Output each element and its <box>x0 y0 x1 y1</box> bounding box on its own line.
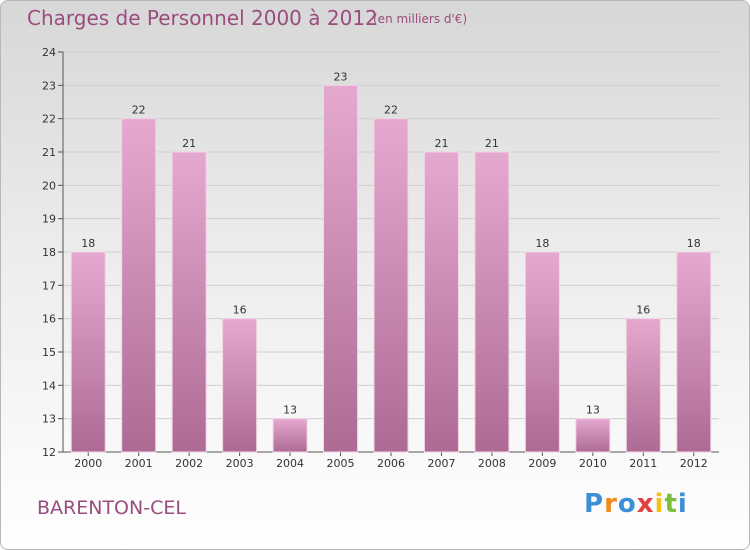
y-tick-label: 22 <box>42 113 56 126</box>
labels: 18 22 21 16 13 23 22 21 21 18 13 16 18 <box>81 70 701 416</box>
axes: 12 13 14 15 16 17 18 19 20 21 22 23 24 2000 2001 2002 20… <box>42 46 719 470</box>
data-label: 23 <box>334 70 348 83</box>
chart-subtitle: (en milliers d'€) <box>373 12 468 26</box>
bars <box>70 84 712 453</box>
bar <box>373 118 409 453</box>
x-tick-label: 2001 <box>125 457 153 470</box>
x-tick-label: 2011 <box>629 457 657 470</box>
y-tick-label: 15 <box>42 346 56 359</box>
x-tick-label: 2003 <box>226 457 254 470</box>
x-tick-label: 2007 <box>427 457 455 470</box>
data-label: 22 <box>384 104 398 117</box>
y-tick-label: 17 <box>42 279 56 292</box>
data-label: 21 <box>434 137 448 150</box>
logo-letter: i <box>654 489 665 519</box>
data-label: 13 <box>283 404 297 417</box>
logo-letter: P <box>584 489 605 519</box>
proxiti-logo: Proxiti <box>584 489 688 519</box>
x-tick-label: 2002 <box>175 457 203 470</box>
logo-letter: i <box>677 489 688 519</box>
bar <box>676 251 712 453</box>
data-label: 18 <box>535 237 549 250</box>
y-tick-label: 16 <box>42 313 56 326</box>
bar <box>474 151 510 453</box>
y-tick-label: 12 <box>42 446 56 459</box>
chart-title: Charges de Personnel 2000 à 2012 <box>27 6 378 30</box>
data-label: 16 <box>233 304 247 317</box>
data-label: 22 <box>132 104 146 117</box>
logo-letter: r <box>604 489 618 519</box>
y-tick-label: 18 <box>42 246 56 259</box>
x-tick-label: 2005 <box>327 457 355 470</box>
x-tick-label: 2004 <box>276 457 304 470</box>
logo-letter: o <box>617 489 637 519</box>
bar <box>272 418 308 453</box>
x-tick-label: 2008 <box>478 457 506 470</box>
x-tick-label: 2006 <box>377 457 405 470</box>
y-tick-label: 20 <box>42 179 56 192</box>
bar <box>222 318 258 453</box>
data-label: 18 <box>687 237 701 250</box>
y-tick-label: 21 <box>42 146 56 159</box>
y-tick-label: 23 <box>42 79 56 92</box>
y-tick-label: 13 <box>42 413 56 426</box>
y-tick-label: 14 <box>42 379 56 392</box>
logo-letter: t <box>664 489 678 519</box>
y-tick-label: 24 <box>42 46 56 59</box>
logo-letter: x <box>636 489 655 519</box>
data-label: 21 <box>182 137 196 150</box>
bar <box>524 251 560 453</box>
bar <box>70 251 106 453</box>
bar <box>121 118 157 453</box>
bar <box>625 318 661 453</box>
x-tick-label: 2000 <box>74 457 102 470</box>
bar <box>171 151 207 453</box>
data-label: 16 <box>636 304 650 317</box>
y-tick-label: 19 <box>42 213 56 226</box>
data-label: 13 <box>586 404 600 417</box>
bar <box>423 151 459 453</box>
x-tick-label: 2010 <box>579 457 607 470</box>
x-tick-label: 2012 <box>680 457 708 470</box>
data-label: 18 <box>81 237 95 250</box>
bar <box>323 84 359 453</box>
bar <box>575 418 611 453</box>
x-tick-label: 2009 <box>528 457 556 470</box>
commune-name: BARENTON-CEL <box>37 497 186 519</box>
data-label: 21 <box>485 137 499 150</box>
